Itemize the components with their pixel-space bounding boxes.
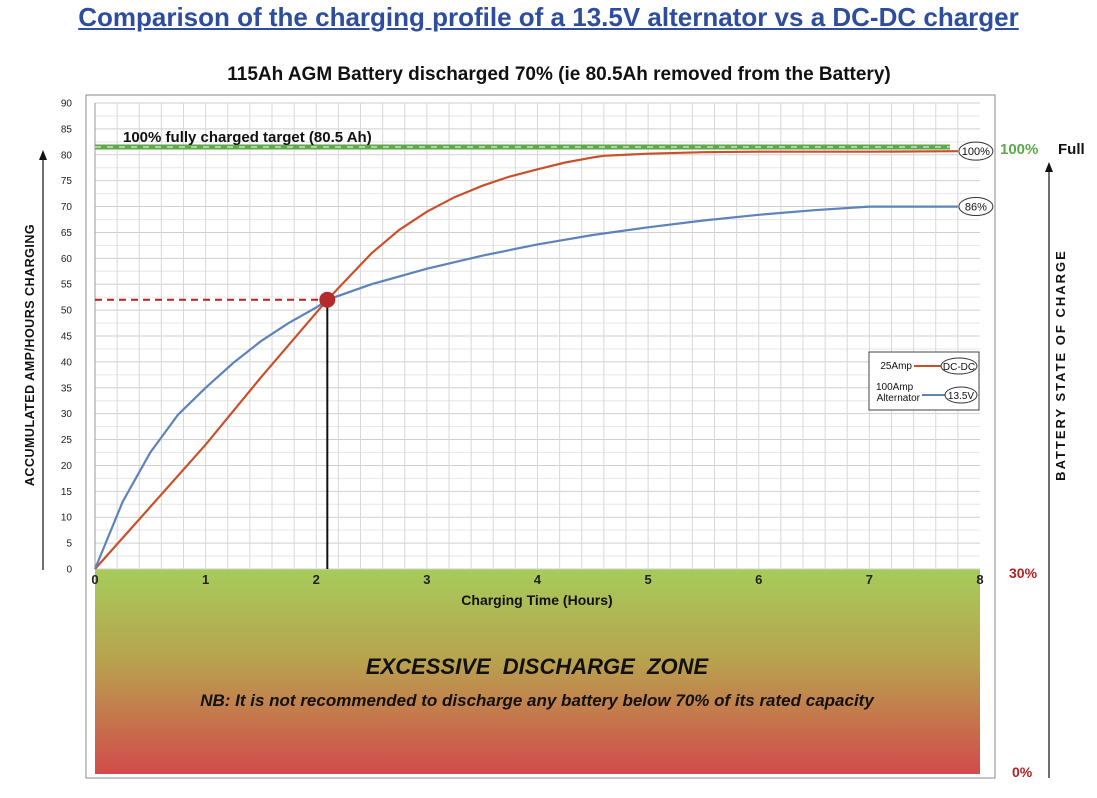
x-tick-label: 6 — [755, 572, 762, 587]
y-tick-label: 85 — [61, 124, 73, 135]
legend-badge-alternator — [944, 386, 978, 404]
series-end-badge — [958, 141, 994, 161]
series-line-dcdc — [94, 150, 958, 570]
y-tick-label: 20 — [61, 461, 73, 472]
x-tick-label: 0 — [91, 572, 98, 587]
x-tick-label: 7 — [866, 572, 873, 587]
y-tick-label: 45 — [61, 332, 73, 343]
y-axis-label: ACCUMULATED AMP/HOURS CHARGING — [23, 224, 37, 486]
x-tick-labels: 0 1 2 3 4 5 6 7 8 — [91, 572, 983, 587]
legend-label-alternator: 100Amp Alternator — [876, 382, 921, 404]
y-tick-label: 50 — [61, 306, 73, 317]
series-end-label: 86% — [965, 202, 987, 214]
x-tick-label: 4 — [534, 572, 542, 587]
y-tick-label: 30 — [61, 409, 73, 420]
discharge-zone-note: NB: It is not recommended to discharge a… — [200, 691, 875, 710]
y-axis-arrowhead — [39, 150, 47, 160]
y-tick-label: 80 — [61, 150, 73, 161]
grid — [94, 102, 980, 570]
legend-badge-alternator-text: 13.5V — [948, 391, 974, 402]
y-tick-label: 65 — [61, 228, 73, 239]
x-tick-label: 3 — [423, 572, 430, 587]
legend-label-dcdc: 25Amp — [880, 361, 912, 372]
x-tick-label: 2 — [313, 572, 320, 587]
y-tick-label: 15 — [61, 487, 73, 498]
right-axis-zero-percent: 0% — [1012, 764, 1033, 780]
x-tick-label: 5 — [645, 572, 652, 587]
series-layer: 100% 86% — [93, 141, 994, 570]
target-label: 100% fully charged target (80.5 Ah) — [123, 129, 372, 146]
chart-outer-frame — [85, 94, 996, 779]
series-end-badge — [958, 197, 994, 217]
series-end-label: 100% — [962, 146, 990, 158]
y-tick-label: 40 — [61, 357, 73, 368]
y-tick-label: 75 — [61, 176, 73, 187]
legend: 25Amp DC-DC 100Amp Alternator 13.5V — [868, 351, 980, 411]
y-tick-label: 60 — [61, 254, 73, 265]
series-line-alternator — [93, 205, 958, 570]
legend-badge-dcdc — [940, 357, 978, 375]
discharge-zone — [95, 569, 980, 774]
page-title: Comparison of the charging profile of a … — [78, 2, 1019, 32]
crossover-point — [319, 291, 336, 308]
discharge-zone-title: EXCESSIVE DISCHARGE ZONE — [366, 654, 710, 679]
right-axis-arrowhead — [1045, 162, 1053, 172]
x-axis-label: Charging Time (Hours) — [461, 592, 612, 608]
right-axis-min-percent: 30% — [1009, 565, 1038, 581]
y-tick-label: 0 — [66, 565, 72, 576]
y-tick-label: 10 — [61, 513, 73, 524]
y-tick-label: 90 — [61, 99, 73, 110]
right-axis-label: BATTERY STATE OF CHARGE — [1053, 249, 1068, 481]
chart-title: 115Ah AGM Battery discharged 70% (ie 80.… — [227, 64, 890, 85]
x-tick-label: 8 — [976, 572, 983, 587]
y-tick-label: 70 — [61, 202, 73, 213]
y-tick-label: 35 — [61, 383, 73, 394]
y-tick-label: 55 — [61, 280, 73, 291]
legend-badge-dcdc-text: DC-DC — [943, 362, 975, 373]
y-tick-label: 25 — [61, 435, 73, 446]
x-tick-label: 1 — [202, 572, 209, 587]
right-axis-full-percent: 100% — [1000, 141, 1038, 158]
y-tick-labels: 0 5 10 15 20 25 30 35 40 45 50 55 60 65 70 75 80 85 90 — [61, 99, 73, 576]
y-tick-label: 5 — [66, 539, 72, 550]
right-axis-full-label: Full — [1058, 141, 1085, 158]
